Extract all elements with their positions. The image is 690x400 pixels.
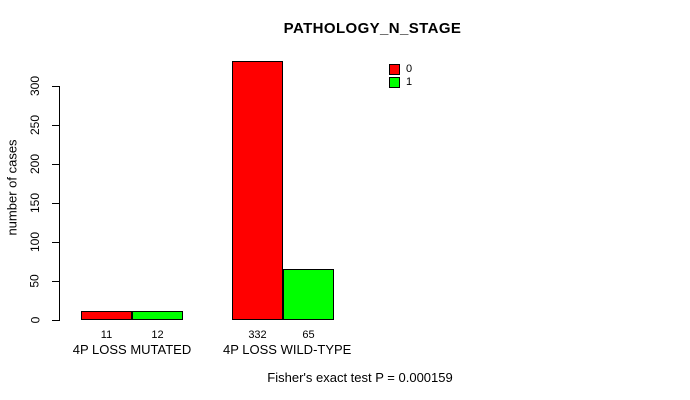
y-axis-tick-label: 0 [28, 316, 42, 324]
y-axis-tick-label: 150 [28, 192, 42, 214]
y-axis-tick [52, 320, 60, 321]
x-category-label-wildtype: 4P LOSS WILD-TYPE [223, 342, 352, 357]
y-axis-tick [52, 242, 60, 243]
fisher-test-label: Fisher's exact test P = 0.000159 [267, 370, 453, 385]
legend-item: 0 [389, 63, 412, 76]
legend-swatch-red [389, 64, 400, 75]
y-axis-tick-label-container: 200 [24, 144, 46, 184]
y-axis-tick-label-container: 250 [24, 105, 46, 145]
y-axis-tick-label-container: 50 [24, 261, 46, 301]
y-axis-tick-label: 300 [28, 75, 42, 97]
y-axis-tick-label-container: 150 [24, 183, 46, 223]
y-axis-tick-label: 250 [28, 114, 42, 136]
legend: 0 1 [389, 63, 412, 89]
y-axis-tick-label: 200 [28, 153, 42, 175]
y-axis-label: number of cases [4, 138, 20, 236]
y-axis-tick-label-container: 100 [24, 222, 46, 262]
y-axis-tick [52, 281, 60, 282]
chart-title: PATHOLOGY_N_STAGE [283, 20, 462, 37]
bar-mutated-series1 [132, 311, 183, 320]
y-axis-tick [52, 203, 60, 204]
legend-label: 1 [406, 76, 413, 88]
y-axis-tick-label: 100 [28, 231, 42, 253]
y-axis-tick [52, 164, 60, 165]
bar-value-label: 11 [100, 329, 113, 341]
y-axis-label-container: number of cases [1, 87, 23, 287]
legend-swatch-green [389, 77, 400, 88]
bar-value-label: 65 [302, 329, 315, 341]
y-axis-tick [52, 86, 60, 87]
bar-value-label: 332 [248, 329, 267, 341]
legend-label: 0 [406, 63, 413, 75]
legend-item: 1 [389, 76, 412, 89]
bar-wildtype-series1 [283, 269, 334, 320]
y-axis-tick-label-container: 0 [24, 300, 46, 340]
y-axis-tick-label: 50 [27, 274, 42, 288]
y-axis-tick [52, 125, 60, 126]
bar-mutated-series0 [81, 311, 132, 320]
bar-wildtype-series0 [232, 61, 283, 320]
y-axis-tick-label-container: 300 [24, 66, 46, 106]
x-category-label-mutated: 4P LOSS MUTATED [72, 342, 192, 357]
bar-value-label: 12 [151, 329, 164, 341]
